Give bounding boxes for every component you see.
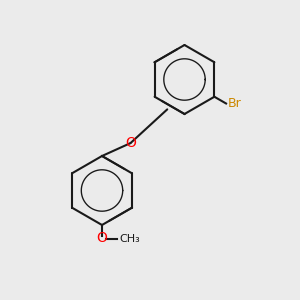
Text: Br: Br	[228, 97, 241, 110]
Text: O: O	[125, 136, 136, 150]
Text: O: O	[97, 232, 107, 245]
Text: CH₃: CH₃	[119, 233, 140, 244]
